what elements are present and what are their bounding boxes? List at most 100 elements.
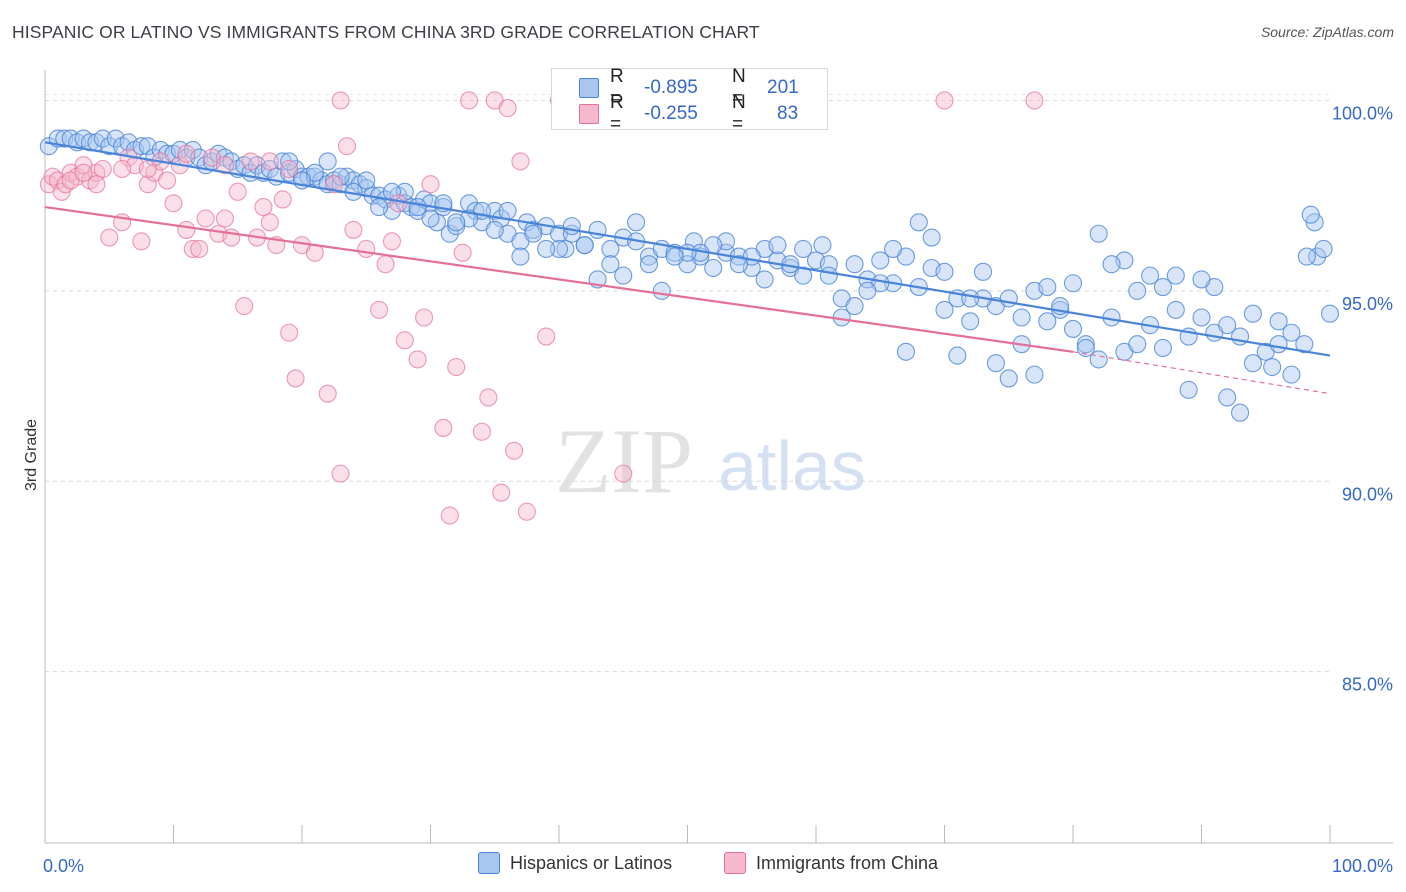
data-point-hispanics — [1166, 300, 1185, 319]
data-point-hispanics — [440, 224, 459, 243]
data-point-hispanics — [1063, 274, 1083, 293]
data-point-china — [280, 159, 299, 179]
data-point-china — [395, 331, 414, 350]
data-point-hispanics — [1076, 338, 1095, 358]
data-point-china — [74, 163, 93, 182]
watermark-zip: ZIP — [555, 410, 693, 512]
data-point-hispanics — [1153, 338, 1172, 358]
data-point-hispanics — [999, 369, 1018, 388]
data-point-hispanics — [1128, 281, 1147, 300]
data-point-hispanics — [909, 213, 928, 232]
data-point-hispanics — [935, 262, 954, 281]
data-point-china — [614, 464, 633, 483]
data-point-hispanics — [961, 312, 980, 331]
data-point-hispanics — [132, 137, 151, 156]
watermark: ZIP atlas — [555, 410, 866, 512]
data-point-hispanics — [1231, 403, 1250, 422]
data-point-hispanics — [1038, 312, 1057, 331]
data-point-hispanics — [370, 198, 389, 217]
data-point-hispanics — [537, 239, 556, 259]
data-point-china — [459, 91, 479, 110]
data-point-hispanics — [1308, 247, 1327, 266]
data-point-china — [273, 190, 292, 209]
data-point-hispanics — [601, 239, 620, 259]
data-point-hispanics — [1301, 205, 1320, 224]
data-point-china — [453, 243, 472, 262]
legend-swatch-blue — [478, 852, 500, 874]
legend-label: Immigrants from China — [756, 852, 939, 873]
data-point-china — [511, 152, 530, 171]
data-point-china — [421, 175, 440, 194]
data-point-china — [138, 159, 157, 179]
data-point-hispanics — [1166, 266, 1185, 285]
data-point-hispanics — [498, 201, 517, 220]
data-point-hispanics — [1314, 239, 1333, 259]
data-point-china — [286, 369, 305, 388]
n-value: 201 — [767, 77, 799, 98]
data-point-hispanics — [768, 236, 787, 255]
data-point-china — [537, 327, 556, 346]
data-point-hispanics — [1295, 335, 1314, 354]
data-point-hispanics — [1076, 335, 1095, 354]
data-point-china — [254, 198, 273, 217]
data-point-china — [235, 297, 254, 316]
trend-lines — [44, 141, 1331, 395]
data-point-china — [331, 464, 350, 483]
data-point-china — [517, 502, 536, 521]
data-point-hispanics — [948, 346, 967, 365]
data-point-china — [215, 209, 234, 228]
data-point-hispanics — [1243, 304, 1262, 323]
data-point-china — [389, 194, 408, 213]
data-point-china — [325, 175, 344, 194]
y-tick-label: 100.0% — [1332, 103, 1393, 123]
data-point-hispanics — [986, 354, 1005, 373]
data-point-china — [241, 152, 260, 171]
r-label: R = — [610, 92, 624, 135]
data-point-hispanics — [704, 258, 723, 278]
data-point-hispanics — [627, 213, 646, 232]
data-point-china — [331, 91, 350, 110]
data-point-china — [447, 357, 466, 377]
y-tick-label: 85.0% — [1342, 675, 1393, 695]
data-point-china — [415, 308, 434, 327]
data-point-hispanics — [1179, 380, 1198, 399]
data-point-hispanics — [524, 224, 543, 243]
data-point-hispanics — [511, 247, 530, 266]
r-value: -0.255 — [644, 103, 698, 124]
tick-labels: 100.0% 95.0% 90.0% 85.0% 0.0% 100.0% — [43, 103, 1393, 876]
data-point-hispanics — [665, 247, 684, 266]
n-value: 83 — [777, 103, 799, 124]
data-point-china — [472, 422, 491, 441]
data-point-hispanics — [100, 137, 119, 156]
data-point-hispanics — [935, 300, 954, 319]
swatch-pink — [579, 104, 599, 124]
y-tick-label: 90.0% — [1342, 484, 1393, 504]
data-point-hispanics — [845, 255, 864, 274]
data-point-hispanics — [549, 239, 569, 259]
data-point-china — [138, 175, 157, 194]
data-point-china — [158, 171, 177, 190]
data-point-china — [498, 99, 517, 118]
data-point-hispanics — [1269, 312, 1288, 331]
data-point-china — [113, 159, 132, 179]
data-point-hispanics — [1263, 357, 1282, 377]
legend-label: Hispanics or Latinos — [510, 852, 673, 873]
data-point-hispanics — [794, 239, 813, 259]
data-point-hispanics — [755, 270, 774, 289]
data-point-hispanics — [395, 182, 414, 201]
data-point-hispanics — [1063, 319, 1083, 338]
data-point-china — [132, 232, 151, 251]
data-point-hispanics — [485, 220, 504, 239]
data-point-hispanics — [1128, 335, 1147, 354]
data-point-china — [357, 239, 376, 259]
data-point-china — [935, 91, 954, 110]
data-point-hispanics — [819, 266, 838, 285]
data-point-hispanics — [1218, 316, 1237, 335]
data-point-hispanics — [1192, 308, 1211, 327]
r-value: -0.895 — [644, 77, 698, 98]
data-point-china — [280, 323, 299, 342]
data-point-china — [260, 213, 279, 232]
data-point-hispanics — [614, 266, 633, 285]
data-point-china — [215, 156, 234, 175]
